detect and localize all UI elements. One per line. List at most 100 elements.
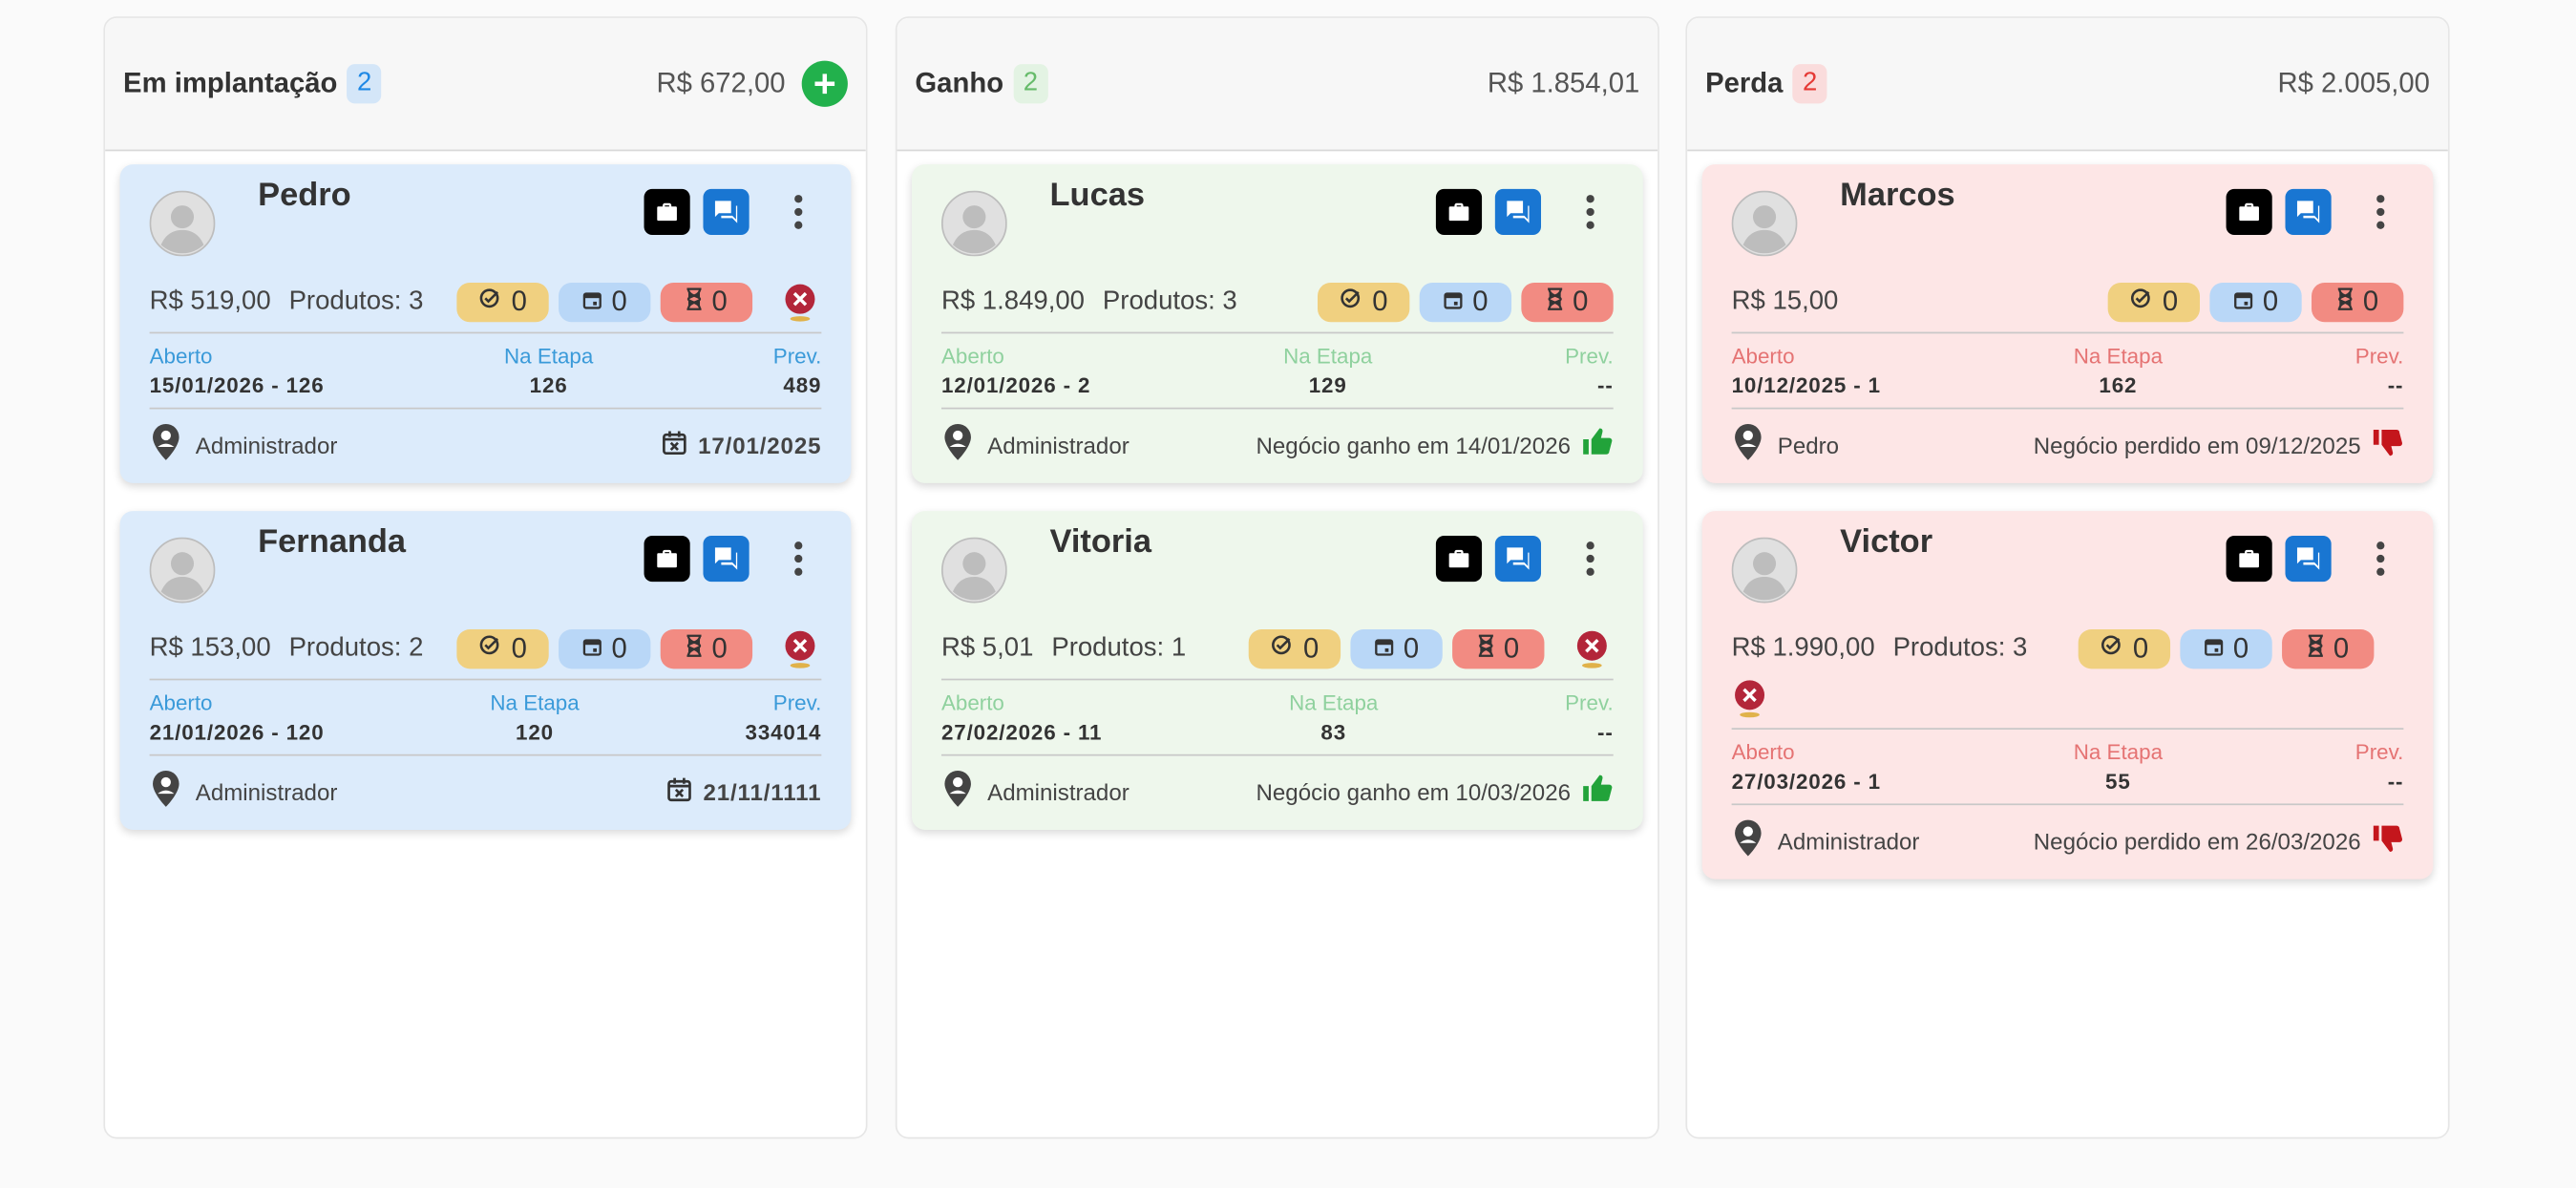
menu-button[interactable] <box>2357 536 2403 582</box>
chat-button[interactable] <box>1494 535 1542 583</box>
opened-value: 15/01/2026 - 126 <box>149 372 325 398</box>
column: Perda 2 R$ 2.005,00 Marcos R$ 15,00 0 0 0 Aberto… <box>1685 16 2450 1139</box>
badge-icon <box>478 286 503 318</box>
badge-count: 0 <box>2362 286 2379 318</box>
stage-field: Na Etapa 162 <box>2074 344 2163 398</box>
deal-value: R$ 5,01 <box>940 634 1034 663</box>
badge: 0 <box>2078 629 2171 669</box>
calendar-icon <box>665 774 693 807</box>
briefcase-button[interactable] <box>1435 188 1483 236</box>
menu-button[interactable] <box>1568 189 1614 235</box>
column: Ganho 2 R$ 1.854,01 Lucas R$ 1.849,00 Produto… <box>895 16 1659 1139</box>
calendar-icon <box>661 428 688 460</box>
status: Negócio ganho em 14/01/2026 <box>1256 431 1571 458</box>
thumb-down <box>2371 821 2403 859</box>
client-name: Vitoria <box>1049 523 1151 561</box>
deal-card[interactable]: Pedro R$ 519,00 Produtos: 3 0 0 0 Aberto 15/01/… <box>119 164 852 483</box>
briefcase-button[interactable] <box>1435 535 1483 583</box>
prev-field: Prev. -- <box>2355 344 2404 398</box>
stage-label: Na Etapa <box>2073 739 2164 765</box>
chat-button[interactable] <box>1494 188 1542 236</box>
badge-count: 0 <box>511 286 527 318</box>
badge: 0 <box>1318 282 1410 323</box>
footer-right: Negócio perdido em 09/12/2025 <box>2034 426 2404 464</box>
deal-value: R$ 1.849,00 <box>940 287 1085 316</box>
prev-field: Prev. -- <box>2355 739 2404 794</box>
badge-count: 0 <box>711 632 728 665</box>
overdue-pin <box>782 283 818 322</box>
stage-field: Na Etapa 129 <box>1283 344 1372 398</box>
avatar <box>149 190 216 257</box>
status: Negócio ganho em 10/03/2026 <box>1256 777 1571 805</box>
opened-field: Aberto 27/03/2026 - 1 <box>1732 739 1881 794</box>
badge-icon <box>478 632 503 665</box>
avatar <box>1731 190 1798 257</box>
location-icon <box>150 422 182 466</box>
badges: 0 0 0 <box>2107 282 2404 323</box>
location-icon <box>1732 422 1764 466</box>
card-summary: R$ 1.990,00 Produtos: 3 0 0 0 <box>1731 629 2404 730</box>
owner: Administrador <box>987 431 1130 458</box>
footer-right: 17/01/2025 <box>661 428 822 460</box>
badge-icon <box>2204 632 2225 665</box>
badge-count: 0 <box>2132 632 2149 665</box>
card-buttons <box>2226 535 2404 583</box>
deal-value: R$ 1.990,00 <box>1731 634 1875 663</box>
card-buttons <box>644 188 822 236</box>
badge: 0 <box>456 282 549 323</box>
client-name: Victor <box>1840 523 1933 561</box>
badge-icon <box>1477 632 1495 665</box>
overdue-pin <box>1732 679 1768 718</box>
badges: 0 0 0 <box>1248 629 1545 669</box>
badge-icon <box>1443 286 1464 318</box>
overdue-pin <box>782 629 818 668</box>
deal-card[interactable]: Marcos R$ 15,00 0 0 0 Aberto 10/12/2025 - 1 Na … <box>1701 164 2434 483</box>
card-top: Victor <box>1731 523 2404 629</box>
column: Em implantação 2 R$ 672,00 Pedro R$ 519,00 Pr… <box>103 16 868 1139</box>
menu-button[interactable] <box>2357 189 2403 235</box>
badge-count: 0 <box>1472 286 1489 318</box>
card-summary: R$ 1.849,00 Produtos: 3 0 0 0 <box>940 282 1614 334</box>
location-icon <box>1732 818 1764 862</box>
deal-card[interactable]: Fernanda R$ 153,00 Produtos: 2 0 0 0 Aberto 21/… <box>119 511 852 830</box>
chat-button[interactable] <box>703 188 750 236</box>
due-date: 21/11/1111 <box>703 777 822 805</box>
badge-count: 0 <box>2262 286 2279 318</box>
opened-value: 21/01/2026 - 120 <box>149 719 325 745</box>
chat-button[interactable] <box>2285 188 2332 236</box>
avatar <box>149 537 216 604</box>
column-header: Em implantação 2 R$ 672,00 <box>105 17 866 152</box>
owner: Administrador <box>987 777 1130 805</box>
products: Produtos: 3 <box>1892 634 2028 663</box>
stage-label: Na Etapa <box>490 689 580 715</box>
badge: 0 <box>660 282 753 323</box>
client-name: Marcos <box>1840 177 1955 214</box>
briefcase-button[interactable] <box>644 535 690 583</box>
deal-card[interactable]: Vitoria R$ 5,01 Produtos: 1 0 0 0 Aberto 27/02/… <box>911 511 1643 830</box>
badge: 0 <box>2107 282 2201 323</box>
briefcase-button[interactable] <box>2226 535 2272 583</box>
deal-card[interactable]: Lucas R$ 1.849,00 Produtos: 3 0 0 0 Aberto 12/0… <box>911 164 1643 483</box>
badge-icon <box>1374 632 1395 665</box>
briefcase-button[interactable] <box>2226 188 2272 236</box>
footer-right: Negócio ganho em 14/01/2026 <box>1256 426 1614 464</box>
chat-button[interactable] <box>703 535 750 583</box>
menu-button[interactable] <box>1568 536 1614 582</box>
card-dates: Aberto 15/01/2026 - 126 Na Etapa 126 Prev. 48… <box>149 333 822 410</box>
chat-button[interactable] <box>2285 535 2332 583</box>
badge-icon <box>1547 286 1565 318</box>
thumb-up <box>1580 426 1613 464</box>
deal-card[interactable]: Victor R$ 1.990,00 Produtos: 3 0 0 0 Aberto 27/… <box>1701 511 2434 880</box>
briefcase-button[interactable] <box>644 188 690 236</box>
menu-button[interactable] <box>775 189 821 235</box>
badge-count: 0 <box>1403 632 1420 665</box>
badge-count: 0 <box>2162 286 2179 318</box>
menu-button[interactable] <box>775 536 821 582</box>
prev-label: Prev. <box>2354 739 2404 765</box>
opened-value: 27/03/2026 - 1 <box>1731 769 1881 795</box>
prev-value: 489 <box>783 372 822 398</box>
badge-count: 0 <box>711 286 728 318</box>
add-button[interactable] <box>801 60 848 107</box>
